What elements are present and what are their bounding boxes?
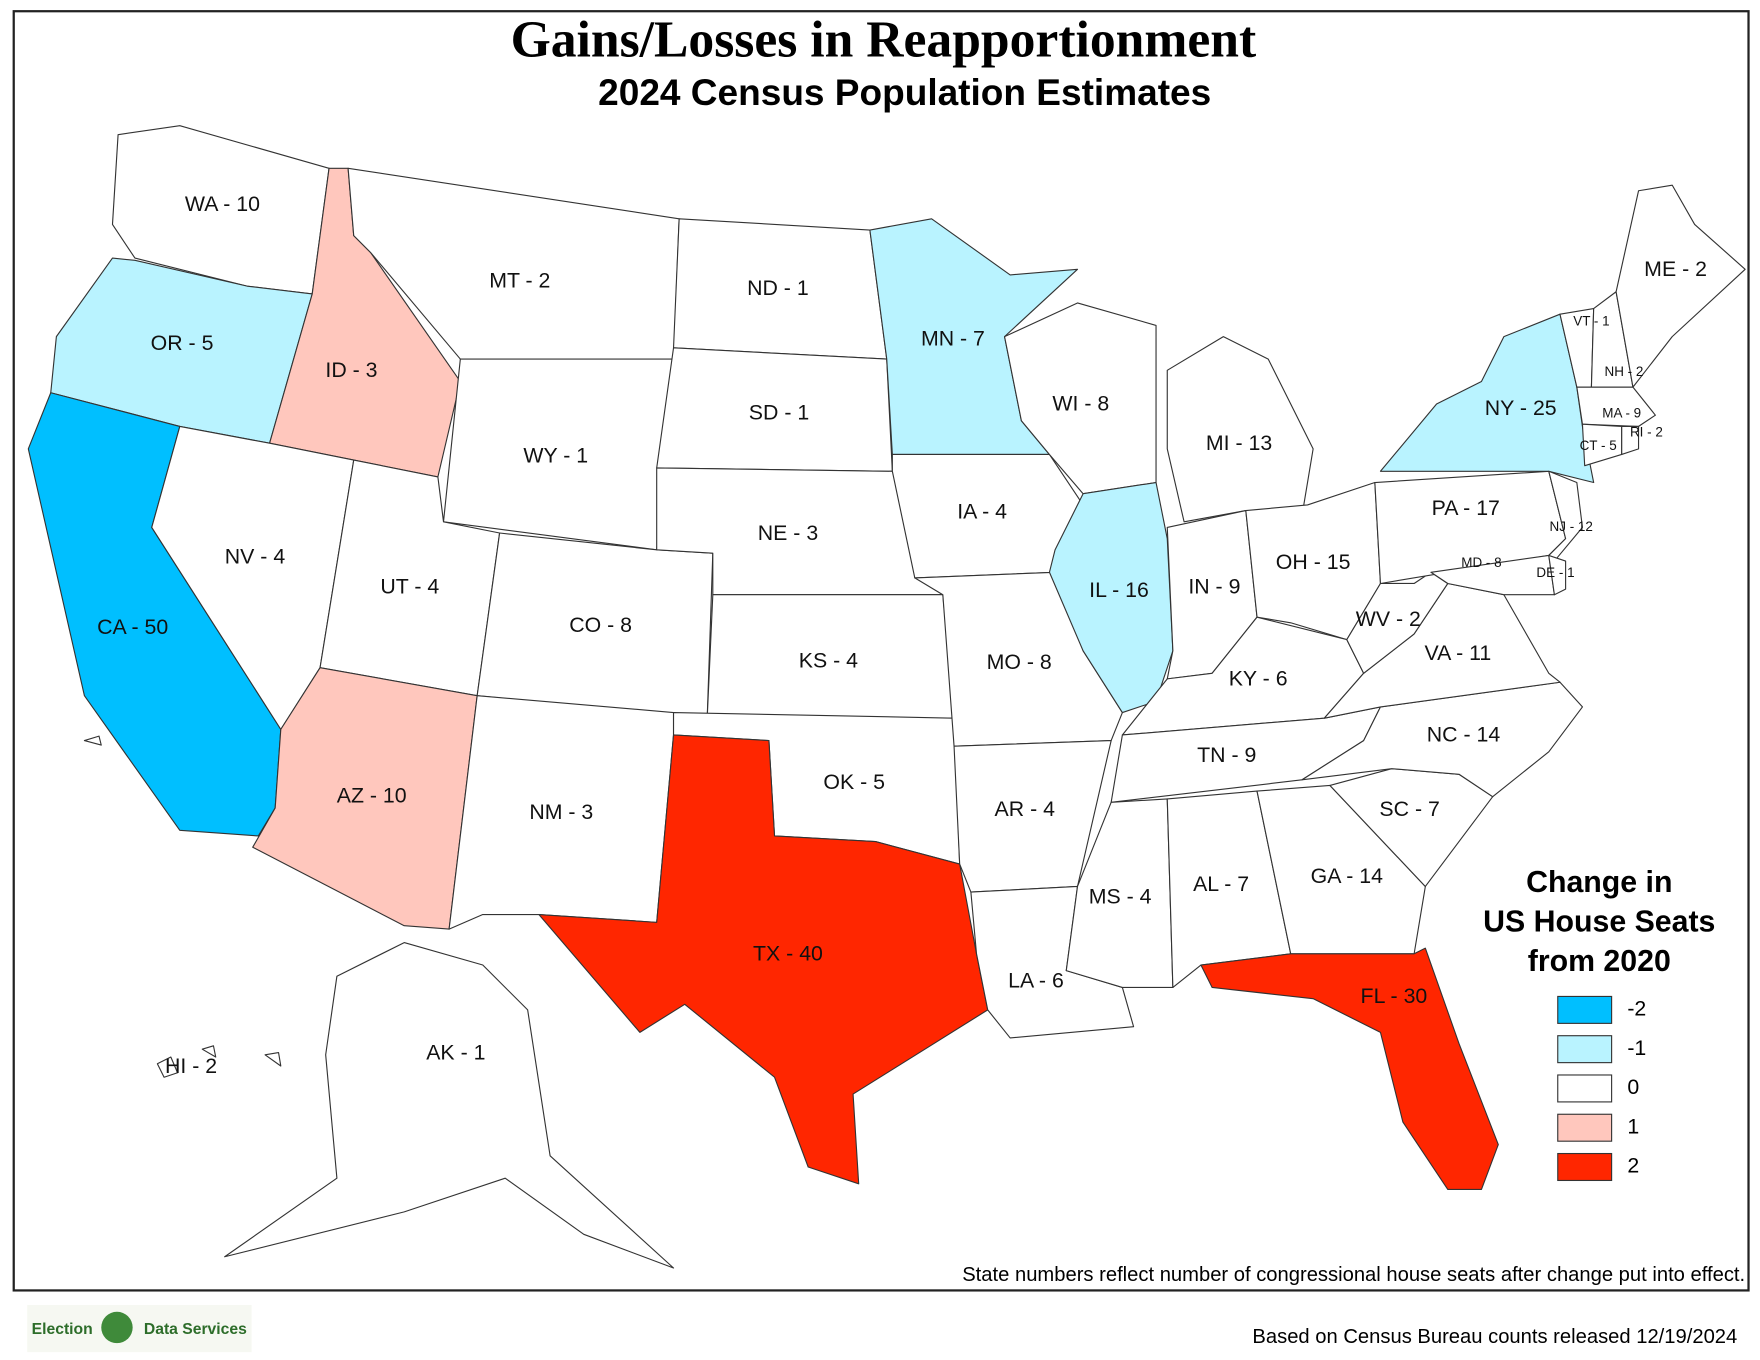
state — [1256, 784, 1426, 955]
state-label: IL - 16 — [1089, 578, 1149, 602]
state-label: NC - 14 — [1427, 723, 1501, 747]
state — [156, 1056, 179, 1078]
subtitle: 2024 Census Population Estimates — [598, 71, 1211, 113]
state-labels: WA - 10 OR - 5 CA - 50 ID - 3 NV - 4 MT - 2 WY… — [97, 192, 1707, 1078]
state-label: IN - 9 — [1188, 575, 1240, 599]
island — [201, 1045, 217, 1058]
state — [1576, 386, 1656, 427]
state-label: AK - 1 — [426, 1040, 485, 1064]
state-label: WA - 10 — [185, 192, 260, 216]
state — [1621, 425, 1640, 456]
state-label: OR - 5 — [151, 331, 214, 355]
state-label: PA - 17 — [1432, 496, 1500, 520]
state-label: NM - 3 — [529, 800, 593, 824]
legend-swatch — [1557, 1113, 1613, 1142]
legend-swatch — [1557, 1074, 1613, 1103]
state-label: ID - 3 — [325, 358, 377, 382]
logo-right: Data Services — [144, 1321, 247, 1338]
state-label: WY - 1 — [523, 443, 588, 467]
state-label: KY - 6 — [1229, 667, 1288, 691]
state-label: VA - 11 — [1425, 641, 1492, 665]
state-label: AL - 7 — [1193, 872, 1249, 896]
state-label: MO - 8 — [987, 650, 1052, 674]
state-label: MA - 9 — [1602, 406, 1641, 421]
state-label: HI - 2 — [165, 1054, 217, 1078]
state — [224, 942, 675, 1269]
legend-swatch — [1557, 1035, 1613, 1064]
legend-label: -1 — [1627, 1036, 1646, 1060]
state-label: UT - 4 — [380, 575, 439, 599]
logo-left: Election — [32, 1321, 93, 1338]
state-label: GA - 14 — [1311, 864, 1383, 888]
state-label: MS - 4 — [1089, 884, 1152, 908]
state — [1548, 554, 1567, 596]
state — [538, 734, 989, 1185]
state-label: KS - 4 — [799, 649, 858, 673]
state-label: NV - 4 — [225, 544, 286, 568]
states — [27, 125, 1746, 1269]
state-label: FL - 30 — [1361, 984, 1428, 1008]
state — [1200, 947, 1499, 1190]
state — [476, 532, 714, 719]
state-label: MD - 8 — [1461, 555, 1501, 570]
state-label: AZ - 10 — [337, 783, 407, 807]
state-label: VT - 1 — [1573, 314, 1609, 329]
state — [1048, 481, 1174, 714]
state-label: TN - 9 — [1197, 743, 1256, 767]
state-label: NH - 2 — [1605, 364, 1644, 379]
state-label: DE - 1 — [1536, 565, 1574, 580]
state-label: ME - 2 — [1644, 257, 1707, 281]
footer: Based on Census Bureau counts released 1… — [1252, 1326, 1737, 1348]
state-label: LA - 6 — [1008, 968, 1064, 992]
state-label: WI - 8 — [1052, 392, 1109, 416]
state-label: SD - 1 — [749, 401, 809, 425]
logo: Election Data Services — [27, 1305, 252, 1353]
island — [83, 735, 102, 746]
legend-label: 1 — [1627, 1114, 1639, 1138]
state-label: OK - 5 — [823, 770, 885, 794]
legend-label: -2 — [1627, 997, 1646, 1021]
legend-label: 2 — [1627, 1154, 1639, 1178]
legend-swatch — [1557, 1152, 1613, 1182]
island — [264, 1051, 282, 1067]
legend-swatch — [1557, 995, 1613, 1024]
state-label: WV - 2 — [1356, 607, 1421, 631]
state-label: RI - 2 — [1630, 425, 1663, 440]
title: Gains/Losses in Reapportionment — [511, 12, 1257, 69]
state-label: SC - 7 — [1379, 797, 1439, 821]
state-label: ND - 1 — [747, 276, 809, 300]
state-label: MI - 13 — [1206, 431, 1272, 455]
state-label: NY - 25 — [1485, 396, 1557, 420]
state-label: CO - 8 — [569, 613, 632, 637]
legend: Change in US House Seats from 2020 -2 -1 0 1 2 — [1483, 866, 1715, 1182]
state-label: MN - 7 — [921, 327, 985, 351]
state-label: OH - 15 — [1276, 550, 1351, 574]
logo-bg — [27, 1305, 252, 1353]
state-label: NJ - 12 — [1550, 519, 1593, 534]
state — [1430, 554, 1555, 596]
logo-globe — [101, 1311, 133, 1344]
state — [1301, 681, 1584, 798]
note: State numbers reflect number of congress… — [962, 1264, 1745, 1286]
state-label: CA - 50 — [97, 615, 168, 639]
legend-label: 0 — [1627, 1075, 1639, 1099]
state-label: IA - 4 — [957, 499, 1007, 523]
state-label: MT - 2 — [489, 268, 550, 292]
state-label: NE - 3 — [758, 521, 818, 545]
legend-title: US House Seats — [1483, 905, 1715, 938]
state-label: CT - 5 — [1580, 438, 1617, 453]
state — [1615, 184, 1746, 388]
legend-title: from 2020 — [1528, 945, 1671, 978]
state-label: AR - 4 — [995, 797, 1056, 821]
state-label: TX - 40 — [753, 942, 823, 966]
legend-title: Change in — [1526, 866, 1672, 899]
